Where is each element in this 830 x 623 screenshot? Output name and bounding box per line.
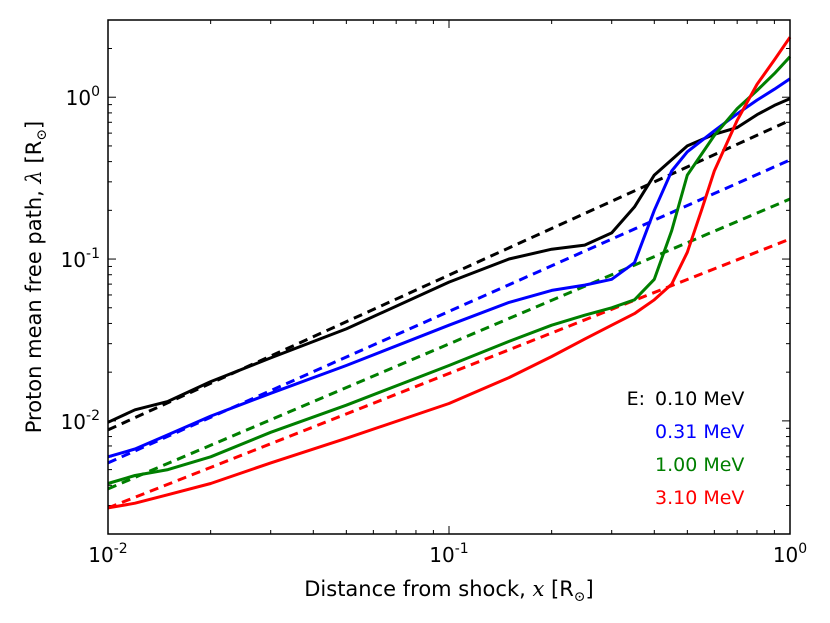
y-axis-unit-sub: ⊙ [34,129,50,141]
x-tick-label: 10-2 [88,541,127,567]
y-tick-label: 10-2 [61,408,100,434]
tick-labels: 10-2 10-1 100 10-2 10-1 100 [61,84,808,567]
x-tick-label: 100 [773,541,807,567]
y-tick-label: 10-1 [61,246,100,272]
y-axis-symbol: λ [22,170,46,184]
legend-entry-2: 1.00 MeV [655,454,744,476]
x-tick-label: 10-1 [429,541,468,567]
x-axis-unit-close: ] [586,577,594,601]
legend-entry-1: 0.31 MeV [655,421,744,443]
y-axis-label: Proton mean free path, [22,190,46,433]
series-line-1 [107,77,791,459]
series-line-2 [107,55,792,485]
data-lines [107,36,792,510]
plot-frame [107,19,791,535]
x-axis-label: Distance from shock, [304,577,526,601]
x-axis-unit: [R [551,577,574,601]
y-tick-label: 100 [66,84,100,110]
fit-line-3 [107,237,791,510]
legend-entry-0: 0.10 MeV [655,388,744,410]
fit-line-0 [107,118,791,432]
y-axis-unit-close: ] [22,121,46,129]
legend-title: E: [627,388,645,410]
x-axis-title: Distance from shock, x [R⊙] [304,577,593,605]
legend: E: 0.10 MeV 0.31 MeV 1.00 MeV 3.10 MeV [627,388,745,509]
series-line-3 [107,36,792,510]
y-axis-unit: [R [22,141,46,164]
y-axis-title: Proton mean free path, λ [R⊙] [22,121,50,434]
legend-entry-3: 3.10 MeV [655,487,744,509]
x-axis-unit-sub: ⊙ [574,589,586,605]
series-line-0 [107,97,791,424]
fit-line-2 [107,197,791,491]
x-axis-symbol: x [532,577,544,601]
